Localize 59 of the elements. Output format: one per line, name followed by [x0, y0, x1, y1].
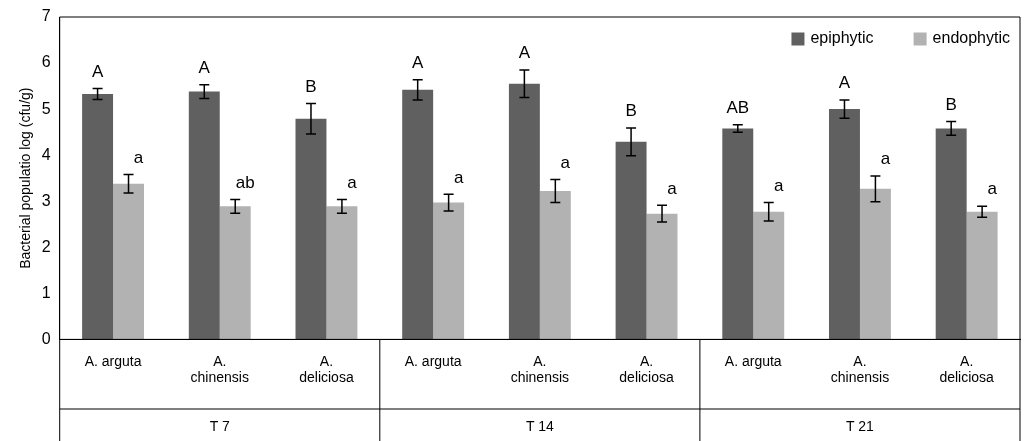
data-label: AB [726, 97, 750, 117]
y-tick-label: 1 [41, 283, 51, 301]
bar [82, 93, 114, 340]
legend-label: endophytic [932, 29, 1010, 47]
y-tick-label: 5 [41, 99, 51, 117]
bar [859, 188, 891, 340]
data-label: a [880, 149, 891, 169]
legend-label: epiphytic [810, 29, 874, 47]
bar [539, 191, 571, 340]
x-tick-label: A. deliciosa [299, 352, 354, 386]
data-label: a [560, 152, 571, 172]
data-label: a [453, 167, 464, 187]
bar [508, 83, 540, 340]
data-label: B [305, 76, 317, 96]
y-tick-label: 2 [41, 237, 51, 255]
data-label: a [347, 172, 358, 192]
data-label: B [945, 94, 957, 114]
y-tick-label: 0 [41, 329, 51, 347]
x-tick-label: A. arguta [724, 352, 782, 369]
y-axis-title: Bacterial populatio log (cfu/g) [17, 87, 34, 269]
bar [966, 211, 998, 340]
bar [935, 128, 967, 340]
data-label: a [667, 178, 678, 198]
bar [219, 206, 251, 340]
x-tick-label: A. deliciosa [939, 352, 995, 386]
bar [326, 206, 358, 340]
bar [722, 128, 754, 340]
bar [615, 141, 647, 340]
text: T 21 [846, 417, 875, 434]
data-label: a [133, 147, 144, 167]
data-label: ab [235, 172, 255, 192]
x-tick-label: A. chinensis [510, 352, 570, 386]
data-label: A [412, 52, 425, 72]
data-label: A [91, 61, 104, 81]
bar [113, 183, 144, 340]
x-tick-label: A. chinensis [190, 352, 249, 386]
bar [433, 202, 465, 340]
bar [753, 211, 785, 340]
data-label: A [838, 73, 851, 93]
data-label: A [518, 43, 531, 63]
bar [646, 213, 678, 340]
bar [295, 118, 327, 340]
bar [188, 91, 220, 340]
x-tick-label: A. deliciosa [619, 352, 674, 386]
data-label: a [987, 179, 998, 199]
x-tick-label: A. arguta [404, 352, 462, 369]
x-tick-label: A. chinensis [830, 352, 890, 386]
bar [829, 109, 860, 340]
y-tick-label: 6 [41, 53, 51, 71]
y-tick-label: 3 [41, 191, 51, 209]
y-tick-label: 7 [41, 7, 51, 25]
text: T 14 [525, 417, 554, 434]
data-label: a [773, 175, 784, 195]
bar [402, 89, 434, 340]
data-label: A [198, 57, 211, 77]
text: T 7 [209, 417, 230, 434]
data-label: B [625, 101, 637, 121]
y-tick-label: 4 [41, 145, 51, 163]
x-tick-label: A. arguta [84, 352, 142, 369]
